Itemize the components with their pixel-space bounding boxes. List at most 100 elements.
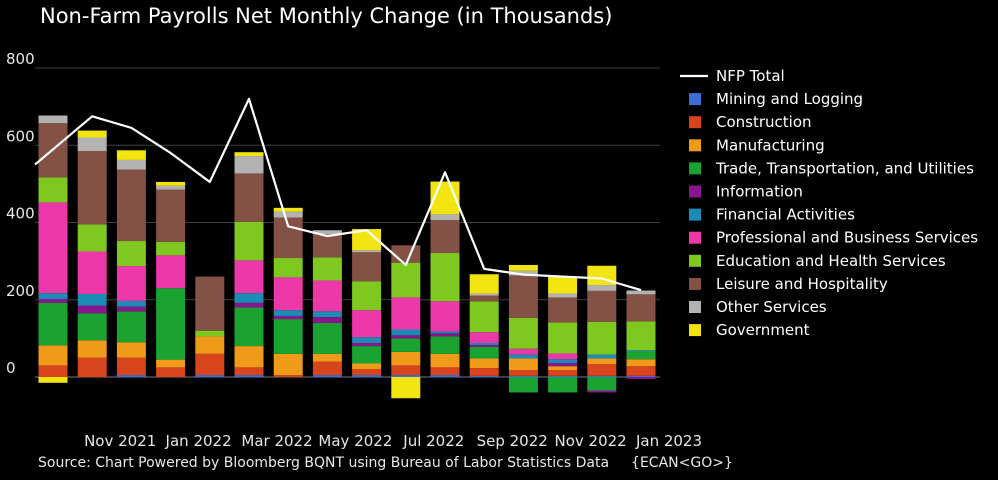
bar-segment-information-14 — [587, 390, 617, 393]
bar-segment-leisure-and-hospitality-1 — [77, 151, 107, 225]
bar-segment-government-11 — [469, 274, 499, 294]
bar-segment-construction-9 — [391, 365, 421, 376]
bar-segment-mining-and-logging-12 — [508, 375, 538, 377]
bar-segment-leisure-and-hospitality-5 — [234, 173, 264, 222]
bar-segment-mining-and-logging-8 — [352, 375, 382, 377]
bar-segment-education-and-health-services-11 — [469, 301, 499, 333]
x-tick-label-1: Jan 2022 — [165, 432, 232, 450]
bar-segment-professional-and-business-services-13 — [548, 353, 578, 360]
bar-segment-other-services-13 — [548, 293, 578, 298]
legend-swatch-manufacturing — [689, 139, 701, 152]
bar-segment-financial-activities-2 — [116, 300, 146, 307]
bar-segment-information-10 — [430, 333, 460, 337]
bar-segment-leisure-and-hospitality-3 — [156, 189, 186, 242]
bar-segment-trade-transportation-and-utilities-14 — [587, 377, 617, 391]
bar-segment-government-8 — [352, 229, 382, 251]
legend-label-government: Government — [716, 321, 810, 339]
bar-segment-construction-4 — [195, 353, 225, 376]
bar-segment-manufacturing-0 — [38, 345, 68, 366]
bar-segment-trade-transportation-and-utilities-10 — [430, 336, 460, 354]
x-tick-label-5: Sep 2022 — [477, 432, 548, 450]
bar-segment-government-1 — [77, 130, 107, 138]
x-tick-label-4: Jul 2022 — [402, 432, 464, 450]
bar-segment-financial-activities-9 — [391, 329, 421, 336]
bar-segment-leisure-and-hospitality-7 — [312, 234, 342, 258]
legend-swatch-government — [689, 324, 701, 337]
bar-segment-manufacturing-13 — [548, 366, 578, 371]
bar-segment-trade-transportation-and-utilities-2 — [116, 311, 146, 343]
bar-segment-manufacturing-9 — [391, 351, 421, 366]
bar-segment-mining-and-logging-4 — [195, 375, 225, 377]
y-tick-label-0: 0 — [6, 359, 16, 377]
y-tick-label-400: 400 — [6, 205, 35, 223]
bar-segment-other-services-8 — [352, 250, 382, 253]
bar-segment-other-services-0 — [38, 115, 68, 124]
bar-segment-trade-transportation-and-utilities-7 — [312, 322, 342, 354]
bar-segment-education-and-health-services-14 — [587, 321, 617, 355]
bar-segment-financial-activities-10 — [430, 331, 460, 334]
legend-swatch-trade-transportation-and-utilities — [689, 162, 701, 175]
legend-layer: NFP Total Mining and Logging Construction M… — [680, 67, 978, 339]
bar-segment-trade-transportation-and-utilities-8 — [352, 346, 382, 364]
bar-segment-mining-and-logging-11 — [469, 375, 499, 377]
bar-segment-mining-and-logging-2 — [116, 375, 146, 377]
bar-segment-information-8 — [352, 343, 382, 347]
legend-swatch-financial-activities — [689, 208, 701, 221]
bar-segment-other-services-14 — [587, 285, 617, 291]
bar-segment-leisure-and-hospitality-14 — [587, 290, 617, 322]
x-tick-label-6: Nov 2022 — [554, 432, 626, 450]
bar-segment-professional-and-business-services-5 — [234, 260, 264, 294]
bar-segment-construction-2 — [116, 357, 146, 376]
bar-segment-mining-and-logging-15 — [626, 375, 656, 377]
bar-segment-other-services-11 — [469, 293, 499, 296]
bar-segment-information-0 — [38, 298, 68, 303]
bar-segment-government-2 — [116, 150, 146, 160]
bar-segment-mining-and-logging-9 — [391, 375, 421, 377]
source-note: Source: Chart Powered by Bloomberg BQNT … — [38, 455, 733, 471]
bar-segment-information-9 — [391, 335, 421, 339]
legend-label-professional-and-business-services: Professional and Business Services — [716, 229, 978, 247]
bar-segment-construction-7 — [312, 361, 342, 376]
bar-segment-financial-activities-8 — [352, 337, 382, 344]
bar-segment-other-services-10 — [430, 214, 460, 221]
legend-label-construction: Construction — [716, 113, 812, 131]
legend-swatch-mining-and-logging — [689, 93, 701, 106]
bar-segment-professional-and-business-services-1 — [77, 251, 107, 294]
legend-label-financial-activities: Financial Activities — [716, 206, 855, 224]
bar-segment-financial-activities-14 — [587, 354, 617, 359]
bar-segment-manufacturing-14 — [587, 358, 617, 365]
bar-segment-education-and-health-services-10 — [430, 253, 460, 302]
nfp-total-line — [34, 97, 642, 292]
bar-segment-other-services-6 — [273, 211, 303, 218]
bar-segment-government-9 — [391, 377, 421, 399]
bar-segment-education-and-health-services-9 — [391, 262, 421, 298]
bar-segment-financial-activities-5 — [234, 293, 264, 303]
bar-segment-leisure-and-hospitality-10 — [430, 220, 460, 254]
bar-segment-manufacturing-12 — [508, 358, 538, 371]
legend-label-leisure-and-hospitality: Leisure and Hospitality — [716, 275, 888, 293]
x-tick-label-2: Mar 2022 — [241, 432, 312, 450]
bar-segment-government-6 — [273, 207, 303, 212]
bar-segment-construction-5 — [234, 367, 264, 376]
bar-segment-education-and-health-services-1 — [77, 224, 107, 252]
bar-segment-trade-transportation-and-utilities-3 — [156, 288, 186, 360]
bar-segment-leisure-and-hospitality-12 — [508, 275, 538, 318]
legend-swatch-construction — [689, 116, 701, 129]
legend-label-information: Information — [716, 183, 803, 201]
bar-segment-manufacturing-10 — [430, 353, 460, 368]
bar-segment-government-3 — [156, 181, 186, 186]
bar-segment-professional-and-business-services-7 — [312, 280, 342, 312]
bar-segment-construction-6 — [273, 375, 303, 377]
bar-segment-trade-transportation-and-utilities-1 — [77, 313, 107, 341]
bar-segment-construction-8 — [352, 369, 382, 376]
bar-segment-leisure-and-hospitality-11 — [469, 295, 499, 302]
bar-segment-professional-and-business-services-9 — [391, 297, 421, 330]
bar-segment-education-and-health-services-7 — [312, 257, 342, 281]
bar-segment-financial-activities-15 — [626, 350, 656, 352]
bar-segment-leisure-and-hospitality-13 — [548, 297, 578, 323]
bar-segment-manufacturing-3 — [156, 359, 186, 368]
legend-swatch-leisure-and-hospitality — [689, 277, 701, 290]
bar-segment-information-2 — [116, 306, 146, 312]
bar-segment-leisure-and-hospitality-8 — [352, 252, 382, 282]
